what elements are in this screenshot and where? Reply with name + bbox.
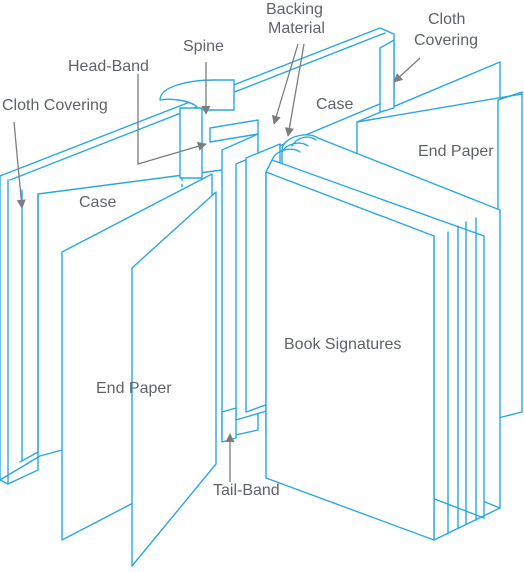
label-tail-band: Tail-Band (213, 482, 280, 499)
left-case-board (0, 27, 395, 485)
cloth-turn-in-right (379, 39, 395, 113)
label-cloth-covering-right-line1: Cloth (428, 11, 465, 28)
label-head-band: Head-Band (68, 58, 149, 75)
pointer-head-band (137, 74, 207, 165)
pointer-cloth-covering-left (13, 121, 26, 209)
label-book-signatures: Book Signatures (284, 336, 401, 353)
left-end-paper (61, 173, 217, 567)
pointer-backing-material (271, 43, 305, 137)
label-case-right: Case (316, 96, 353, 113)
label-cloth-covering-right-line2: Covering (414, 32, 478, 49)
label-case-left: Case (79, 194, 116, 211)
label-spine: Spine (183, 38, 224, 55)
tail-band (221, 407, 237, 443)
label-backing-material-line1: Backing (266, 1, 323, 18)
label-backing-material-line2: Material (268, 20, 325, 37)
label-end-paper-right: End Paper (418, 143, 494, 160)
label-end-paper-left: End Paper (96, 380, 172, 397)
label-cloth-covering-left: Cloth Covering (2, 97, 108, 114)
book-signatures-block (265, 134, 501, 541)
pointer-cloth-covering-right (393, 57, 421, 83)
